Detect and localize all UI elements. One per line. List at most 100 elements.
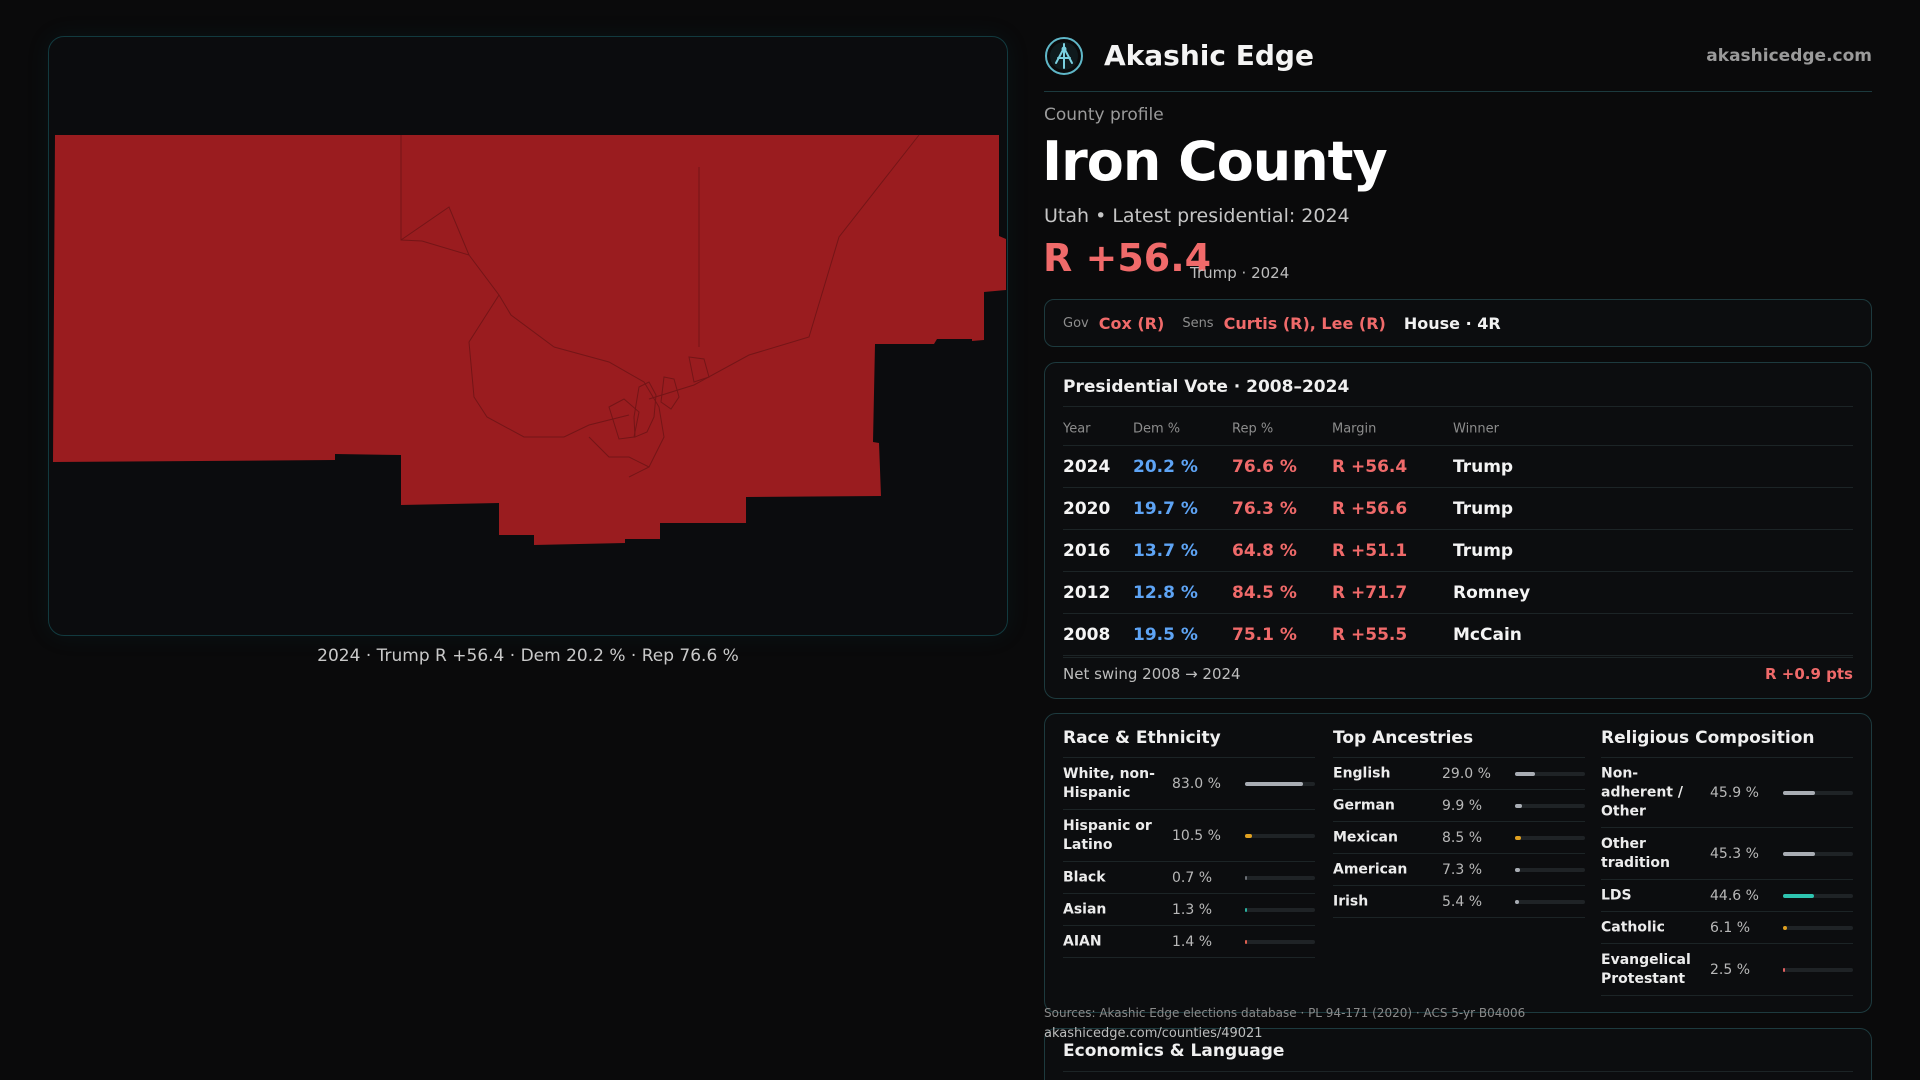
- divider: [1063, 406, 1853, 407]
- row-rep: 76.3 %: [1232, 498, 1297, 519]
- row-year: 2012: [1063, 582, 1111, 603]
- ancestry-title: Top Ancestries: [1333, 728, 1474, 748]
- row-rep: 76.6 %: [1232, 456, 1297, 477]
- col-dem: Dem %: [1133, 421, 1181, 437]
- religion-bar-fill: [1783, 790, 1815, 795]
- ancestry-value: 29.0 %: [1442, 765, 1491, 782]
- race-row: Black 0.7 %: [1063, 862, 1315, 894]
- ancestry-value: 7.3 %: [1442, 861, 1483, 878]
- ancestry-value: 8.5 %: [1442, 829, 1483, 846]
- ancestry-label: English: [1333, 765, 1391, 781]
- headline-margin-note: Trump · 2024: [1190, 264, 1290, 282]
- row-winner: Trump: [1453, 540, 1514, 561]
- religion-bar-fill: [1783, 851, 1815, 856]
- ancestry-bar-fill: [1515, 803, 1522, 808]
- net-swing-label: Net swing 2008 → 2024: [1063, 665, 1241, 683]
- page-kicker: County profile: [1044, 105, 1164, 125]
- brand-name: Akashic Edge: [1104, 39, 1314, 72]
- ancestry-bar-fill: [1515, 771, 1535, 776]
- religion-row: Evangelical Protestant 2.5 %: [1601, 944, 1853, 996]
- officials-strip: Gov Cox (R) Sens Curtis (R), Lee (R) Hou…: [1044, 299, 1872, 347]
- row-year: 2016: [1063, 540, 1111, 561]
- col-winner: Winner: [1453, 421, 1500, 437]
- race-title: Race & Ethnicity: [1063, 728, 1221, 748]
- table-row: 2008 19.5 % 75.1 % R +55.5 McCain: [1045, 614, 1871, 655]
- gov-value: Cox (R): [1098, 313, 1165, 333]
- race-bar-fill: [1245, 907, 1247, 912]
- ancestry-value: 9.9 %: [1442, 797, 1483, 814]
- precinct-lines: [400, 134, 920, 478]
- county-shape: [53, 135, 1006, 545]
- economics-title: Economics & Language: [1063, 1041, 1285, 1061]
- page-subtitle: Utah • Latest presidential: 2024: [1044, 205, 1350, 227]
- race-bar-fill: [1245, 781, 1303, 786]
- row-dem: 13.7 %: [1133, 540, 1198, 561]
- ancestry-label: German: [1333, 797, 1395, 813]
- religion-label: Evangelical Protestant: [1601, 951, 1691, 987]
- row-margin: R +55.5: [1332, 624, 1408, 645]
- religion-bar-fill: [1783, 967, 1785, 972]
- row-rep: 64.8 %: [1232, 540, 1297, 561]
- county-map[interactable]: [48, 36, 1008, 636]
- race-bar-track: [1245, 939, 1315, 944]
- table-header: Year Dem % Rep % Margin Winner: [1045, 413, 1871, 445]
- divider: [1063, 757, 1315, 758]
- row-margin: R +71.7: [1332, 582, 1408, 603]
- akashic-logo-icon: [1045, 37, 1083, 75]
- divider: [1063, 657, 1853, 658]
- religion-bar-track: [1783, 893, 1853, 898]
- county-map-svg: [53, 134, 1006, 545]
- race-bar-track: [1245, 833, 1315, 838]
- race-value: 0.7 %: [1172, 869, 1213, 886]
- religion-label: Catholic: [1601, 919, 1665, 935]
- race-row: Hispanic or Latino 10.5 %: [1063, 810, 1315, 862]
- row-dem: 19.5 %: [1133, 624, 1198, 645]
- divider: [1063, 487, 1853, 488]
- house-delegation: House · 4R: [1403, 313, 1501, 333]
- ancestry-bar-track: [1515, 835, 1585, 840]
- row-year: 2008: [1063, 624, 1111, 645]
- row-winner: Trump: [1453, 456, 1514, 477]
- religion-bar-fill: [1783, 893, 1814, 898]
- race-bar-fill: [1245, 875, 1247, 880]
- ancestry-bar-track: [1515, 771, 1585, 776]
- gov-label: Gov: [1063, 315, 1089, 331]
- race-value: 83.0 %: [1172, 775, 1221, 792]
- col-rep: Rep %: [1232, 421, 1274, 437]
- ancestry-label: Irish: [1333, 893, 1369, 909]
- source-url-link[interactable]: akashicedge.com/counties/49021: [1044, 1026, 1263, 1041]
- ancestry-bar-track: [1515, 867, 1585, 872]
- religion-bar-fill: [1783, 925, 1787, 930]
- race-label: Black: [1063, 869, 1106, 885]
- ancestry-value: 5.4 %: [1442, 893, 1483, 910]
- religion-value: 45.9 %: [1710, 784, 1759, 801]
- map-caption: 2024 · Trump R +56.4 · Dem 20.2 % · Rep …: [317, 646, 739, 666]
- divider: [1063, 613, 1853, 614]
- economics-card: Economics & Language: [1044, 1028, 1872, 1080]
- race-label: Hispanic or Latino: [1063, 817, 1152, 853]
- row-margin: R +51.1: [1332, 540, 1408, 561]
- religion-value: 2.5 %: [1710, 961, 1751, 978]
- ancestry-label: Mexican: [1333, 829, 1398, 845]
- race-row: White, non-Hispanic 83.0 %: [1063, 758, 1315, 810]
- divider: [1063, 655, 1853, 656]
- row-dem: 19.7 %: [1133, 498, 1198, 519]
- divider: [1601, 757, 1853, 758]
- row-winner: McCain: [1453, 624, 1522, 645]
- table-row: 2024 20.2 % 76.6 % R +56.4 Trump: [1045, 446, 1871, 487]
- presidential-title: Presidential Vote · 2008–2024: [1063, 377, 1350, 397]
- race-value: 1.3 %: [1172, 901, 1213, 918]
- religion-label: Non-adherent / Other: [1601, 765, 1683, 819]
- site-link[interactable]: akashicedge.com: [1706, 46, 1872, 66]
- divider: [1063, 529, 1853, 530]
- race-bar-fill: [1245, 833, 1252, 838]
- race-value: 10.5 %: [1172, 827, 1221, 844]
- divider: [1063, 445, 1853, 446]
- row-winner: Trump: [1453, 498, 1514, 519]
- ancestry-row: Irish 5.4 %: [1333, 886, 1585, 918]
- race-bar-fill: [1245, 939, 1247, 944]
- religion-row: Other tradition 45.3 %: [1601, 828, 1853, 880]
- race-row: AIAN 1.4 %: [1063, 926, 1315, 958]
- headline-margin: R +56.4: [1043, 236, 1212, 280]
- ancestry-bar-track: [1515, 899, 1585, 904]
